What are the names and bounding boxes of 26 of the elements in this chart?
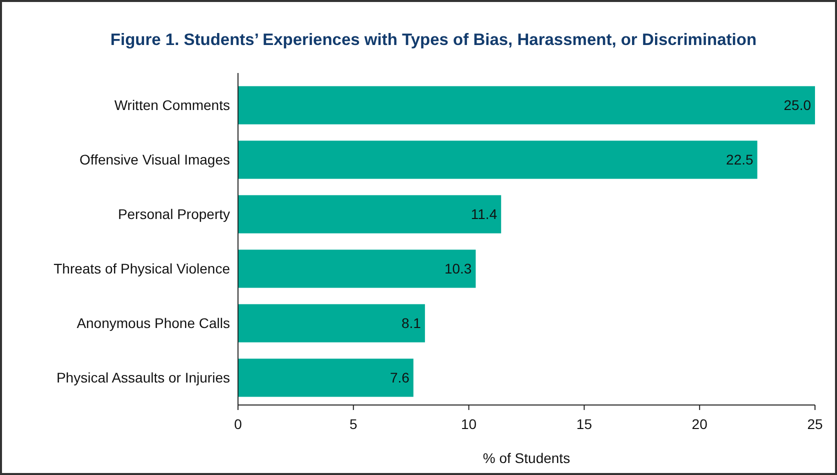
x-tick-label: 15 (576, 416, 592, 432)
bar (238, 86, 815, 124)
data-label: 22.5 (726, 152, 754, 168)
bar (238, 304, 425, 342)
data-label: 7.6 (390, 370, 410, 386)
x-tick-label: 10 (461, 416, 477, 432)
y-tick-label: Personal Property (118, 206, 230, 222)
y-tick-label: Written Comments (114, 97, 230, 114)
chart-title: Figure 1. Students’ Experiences with Types of Bias, Harassment, or Discrimination (110, 31, 757, 49)
bar (238, 140, 758, 179)
y-tick-label: Threats of Physical Violence (54, 260, 230, 277)
x-tick-label: 20 (692, 416, 708, 432)
bar (238, 195, 502, 234)
bar (238, 358, 414, 397)
x-tick-label: 25 (807, 416, 823, 432)
y-tick-label: Physical Assaults or Injuries (56, 370, 230, 386)
data-label: 11.4 (470, 206, 498, 222)
data-label: 25.0 (784, 97, 812, 114)
y-tick-label: Anonymous Phone Calls (76, 315, 230, 332)
x-axis-title: % of Students (482, 450, 570, 466)
bar (238, 250, 476, 288)
x-tick-label: 0 (234, 416, 242, 432)
y-tick-label: Offensive Visual Images (80, 152, 230, 168)
x-tick-label: 5 (350, 416, 358, 432)
data-label: 10.3 (444, 260, 472, 277)
data-label: 8.1 (401, 315, 422, 332)
